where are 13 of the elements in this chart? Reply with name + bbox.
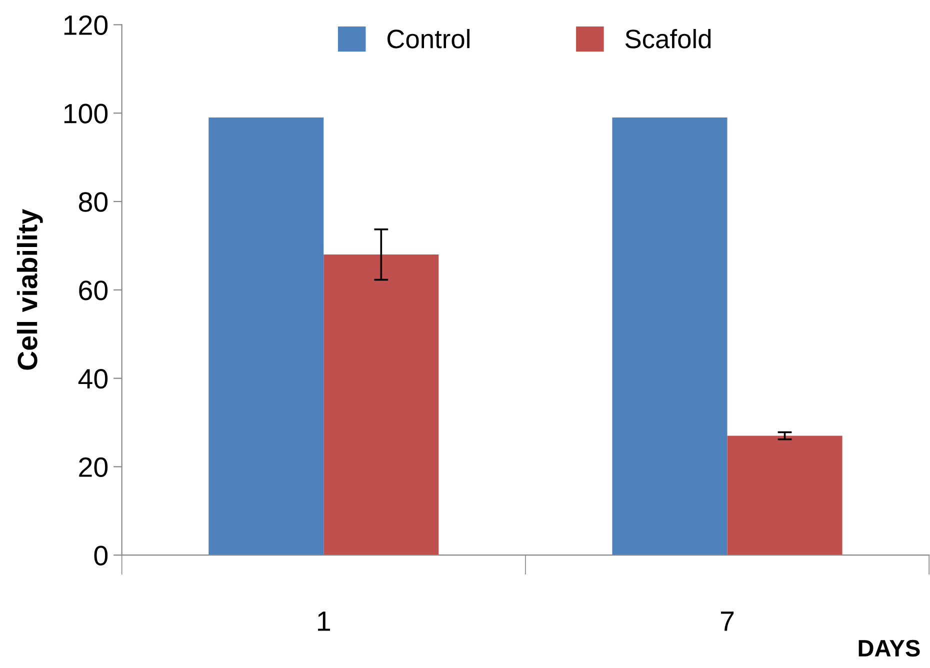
y-tick-label: 80	[78, 192, 108, 212]
legend-label: Scafold	[625, 28, 711, 48]
legend-label: Control	[387, 28, 470, 48]
y-tick-label: 20	[79, 457, 108, 478]
y-tick-label: 120	[64, 15, 108, 36]
y-tick-label: 100	[64, 104, 108, 124]
x-tick-label: 7	[720, 612, 734, 631]
y-tick-label: 60	[79, 280, 108, 300]
y-tick-label: 0	[94, 546, 108, 566]
x-tick-label: 1	[318, 612, 330, 631]
y-tick-label: 40	[78, 368, 108, 389]
y-axis-title: Cell viability	[16, 209, 43, 370]
x-axis-title: DAYS	[858, 640, 920, 657]
